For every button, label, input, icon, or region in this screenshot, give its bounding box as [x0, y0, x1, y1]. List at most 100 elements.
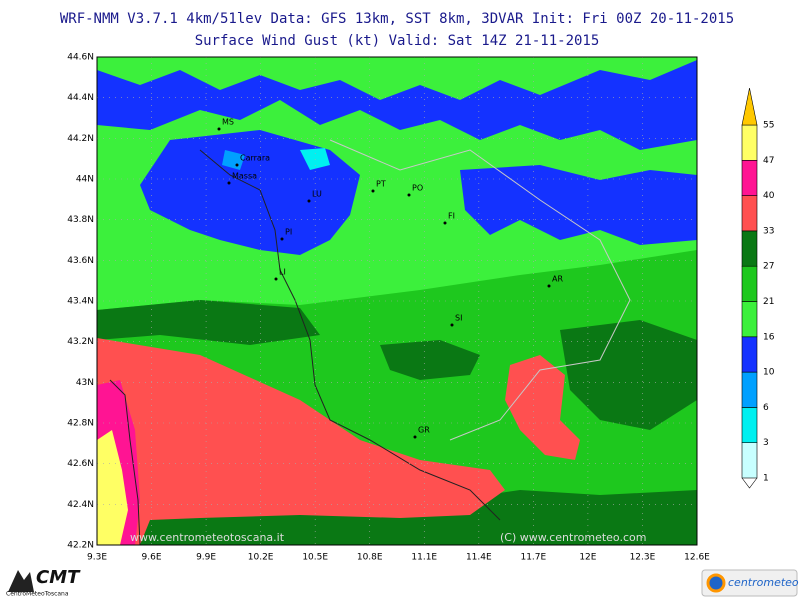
- field-lightblue: [222, 150, 245, 170]
- city-label: FI: [448, 212, 455, 221]
- lat-label: 43.6N: [67, 256, 94, 266]
- axis-labels: 44.6N 44.4N 44.2N 44N 43.8N 43.6N 43.4N 43.2N 43…: [67, 53, 710, 563]
- lon-label: 10.8E: [357, 553, 383, 563]
- lon-label: 9.3E: [87, 553, 107, 563]
- lat-label: 43N: [76, 378, 94, 388]
- colorbar-band: [741, 301, 758, 338]
- city-marker: [407, 193, 411, 197]
- lat-label: 42.6N: [67, 459, 94, 469]
- city-marker: [413, 435, 417, 439]
- lon-label: 9.9E: [196, 553, 216, 563]
- map: MS Carrara Massa LU PT PO FI PI LI AR SI GR www.cen…: [96, 56, 698, 546]
- city-label: Carrara: [240, 154, 270, 163]
- lon-label: 12.3E: [630, 553, 656, 563]
- colorbar-band: [741, 442, 758, 479]
- cities: MS Carrara Massa LU PT PO FI PI LI AR SI GR: [217, 118, 563, 439]
- city-marker: [547, 284, 551, 288]
- colorbar-band: [741, 230, 758, 267]
- city-marker: [235, 163, 239, 167]
- lat-label: 44.4N: [67, 93, 94, 103]
- watermark: (C) www.centrometeo.com: [500, 531, 646, 544]
- lat-label: 43.8N: [67, 215, 94, 225]
- colorbar-band: [741, 124, 758, 161]
- field-yellow: [97, 430, 128, 545]
- logo-bg: [701, 569, 798, 597]
- colorbar-bottom: [741, 477, 758, 489]
- lat-label: 44.2N: [67, 134, 94, 144]
- city-marker: [280, 237, 284, 241]
- field-salmon-east: [505, 355, 580, 460]
- colorbar-label: 10: [763, 368, 775, 378]
- corsica-coast: [109, 379, 141, 545]
- colorbar-label: 47: [763, 156, 774, 166]
- colorbar-band: [741, 160, 758, 196]
- lon-label: 9.6E: [142, 553, 162, 563]
- logo-icon: [706, 573, 726, 593]
- lon-label: 11.4E: [466, 553, 492, 563]
- colorbar-top: [741, 87, 758, 126]
- city-marker: [227, 181, 231, 185]
- city-label: MS: [222, 118, 234, 127]
- colorbar-label: 21: [763, 297, 774, 307]
- colorbar-band: [741, 336, 758, 373]
- colorbar-label: 1: [763, 474, 769, 484]
- lat-label: 42.8N: [67, 419, 94, 429]
- lon-label: 10.2E: [248, 553, 274, 563]
- lat-label: 43.2N: [67, 337, 94, 347]
- city-label: PI: [285, 228, 292, 237]
- colorbar-label: 3: [763, 438, 769, 448]
- header-line1: WRF-NMM V3.7.1 4km/51lev Data: GFS 13km,…: [60, 11, 734, 27]
- city-label: GR: [418, 426, 430, 435]
- field-blue-west: [140, 130, 360, 255]
- city-label: AR: [552, 275, 563, 284]
- logo-icon: [8, 570, 34, 592]
- city-marker: [443, 221, 447, 225]
- colorbar-label: 55: [763, 121, 774, 131]
- logo-right: centrometeo: [701, 569, 799, 597]
- lat-label: 43.4N: [67, 297, 94, 307]
- field-salmon: [97, 338, 505, 545]
- city-label: LI: [279, 268, 286, 277]
- city-marker: [371, 189, 375, 193]
- lon-label: 12E: [579, 553, 596, 563]
- colorbar-band: [741, 265, 758, 302]
- watermark: www.centrometeotoscana.it: [130, 531, 285, 544]
- field-darkgreen2: [380, 340, 480, 380]
- field-darkgreen3: [560, 320, 697, 430]
- field-green-top: [97, 57, 697, 100]
- logo-subtext: CentroMeteoToscana: [6, 591, 69, 598]
- header-line2: Surface Wind Gust (kt) Valid: Sat 14Z 21…: [195, 33, 600, 49]
- city-marker: [274, 277, 278, 281]
- colorbar-band: [741, 407, 758, 443]
- city-marker: [307, 199, 311, 203]
- lon-label: 11.1E: [411, 553, 437, 563]
- logo-text: CMT: [36, 567, 81, 588]
- lat-label: 42.2N: [67, 541, 94, 551]
- lon-label: 10.5E: [302, 553, 328, 563]
- city-marker: [450, 323, 454, 327]
- logo-text: centrometeo: [728, 576, 799, 589]
- colorbar-label: 40: [763, 191, 775, 201]
- lon-label: 11.7E: [520, 553, 546, 563]
- colorbar-label: 33: [763, 226, 774, 236]
- colorbar-label: 6: [763, 403, 769, 413]
- city-marker: [217, 127, 221, 131]
- colorbar-band: [741, 195, 758, 232]
- colorbar-label: 16: [763, 332, 775, 342]
- city-label: Massa: [232, 172, 257, 181]
- coastline: [199, 149, 501, 521]
- logo-left: CMT CentroMeteoToscana: [2, 566, 81, 598]
- city-label: LU: [312, 190, 322, 199]
- border: [329, 139, 631, 441]
- colorbar-band: [741, 371, 758, 408]
- lon-label: 12.6E: [684, 553, 710, 563]
- lat-label: 44N: [76, 175, 94, 185]
- city-label: PO: [412, 184, 423, 193]
- lat-label: 44.6N: [67, 53, 94, 63]
- colorbar: 1 3 6 10 16 21 27 33 40 47 55: [741, 87, 775, 489]
- colorbar-label: 27: [763, 262, 774, 272]
- field-darkgreen: [97, 300, 320, 345]
- city-label: PT: [376, 180, 386, 189]
- city-label: SI: [455, 314, 462, 323]
